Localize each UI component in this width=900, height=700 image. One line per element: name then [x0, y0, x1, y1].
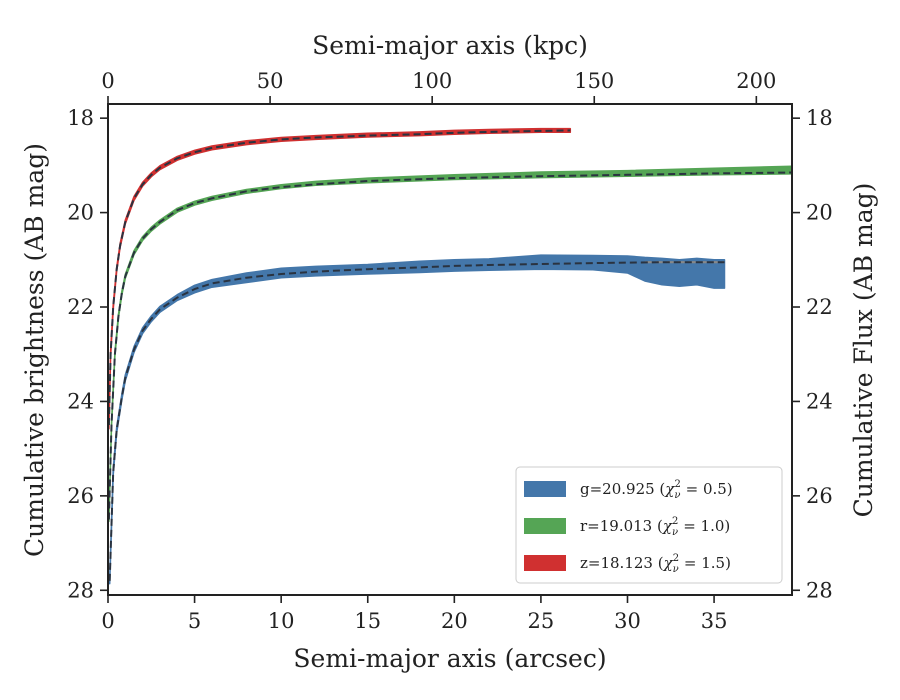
y-tick-label-4: 26	[67, 484, 94, 508]
y-tick-label-1: 20	[67, 201, 94, 225]
ticks-layer: 0 5 10 15 20 25 30 35 0 50 100 150 200 18 20 22 24 26 28 18…	[67, 69, 832, 633]
top-x-tick-label-0: 0	[101, 69, 114, 93]
right-y-tick-label-0: 18	[806, 106, 833, 130]
right-y-tick-label-4: 26	[806, 484, 833, 508]
legend-swatch-2	[524, 555, 566, 571]
top-x-axis-title: Semi-major axis (kpc)	[312, 31, 588, 60]
y-tick-label-5: 28	[67, 578, 94, 602]
y-axis-title: Cumulative brightness (AB mag)	[20, 143, 49, 557]
right-y-tick-label-5: 28	[806, 578, 833, 602]
y-tick-label-0: 18	[67, 106, 94, 130]
right-y-axis-title: Cumulative Flux (AB mag)	[849, 183, 878, 518]
x-tick-label-4: 20	[441, 609, 468, 633]
right-y-tick-label-2: 22	[806, 295, 833, 319]
legend-label-2: z=18.123 (χν2 = 1.5)	[580, 553, 731, 575]
series-band-0	[108, 254, 726, 585]
x-tick-label-7: 35	[701, 609, 728, 633]
x-tick-label-1: 5	[188, 609, 201, 633]
top-x-tick-label-1: 50	[257, 69, 284, 93]
plot-area	[107, 103, 793, 596]
legend-box	[515, 466, 783, 584]
legend-swatch-0	[524, 481, 566, 497]
legend-label-1: r=19.013 (χν2 = 1.0)	[580, 516, 730, 538]
x-tick-label-3: 15	[354, 609, 381, 633]
x-tick-label-6: 30	[614, 609, 641, 633]
y-tick-label-3: 24	[67, 389, 94, 413]
plot-frame	[107, 103, 793, 596]
top-x-tick-label-3: 150	[574, 69, 614, 93]
legend-swatch-1	[524, 518, 566, 534]
right-y-tick-label-3: 24	[806, 389, 833, 413]
legend: g=20.925 (χν2 = 0.5) r=19.013 (χν2 = 1.0)…	[515, 466, 783, 584]
legend-label-0: g=20.925 (χν2 = 0.5)	[580, 479, 733, 501]
x-axis-title: Semi-major axis (arcsec)	[293, 644, 606, 673]
model-line-1	[107, 171, 793, 520]
x-tick-label-5: 25	[528, 609, 555, 633]
model-line-2	[107, 129, 571, 426]
model-line-0	[108, 261, 725, 581]
top-x-tick-label-4: 200	[736, 69, 776, 93]
legend-items: g=20.925 (χν2 = 0.5) r=19.013 (χν2 = 1.0)…	[524, 479, 733, 575]
right-y-tick-label-1: 20	[806, 201, 833, 225]
x-tick-label-2: 10	[268, 609, 295, 633]
top-x-tick-label-2: 100	[412, 69, 452, 93]
y-tick-label-2: 22	[67, 295, 94, 319]
series-layer	[107, 127, 793, 585]
x-tick-label-0: 0	[101, 609, 114, 633]
